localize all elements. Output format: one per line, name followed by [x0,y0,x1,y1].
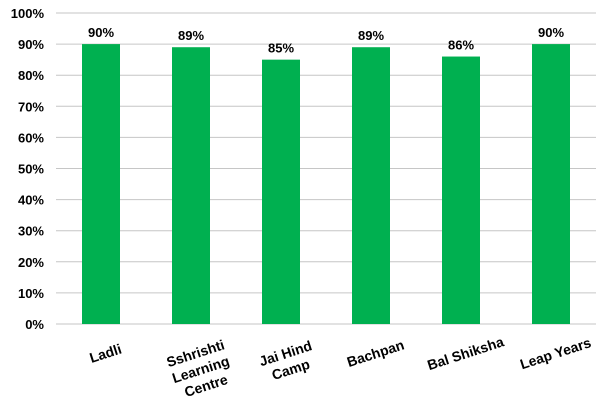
data-label: 89% [358,28,384,43]
y-tick-label: 30% [18,224,44,239]
bar [262,59,300,325]
data-labels: 90% 89% 85% 89% 86% 90% [88,25,564,56]
gridlines [56,12,596,325]
bar [532,44,570,324]
data-label: 86% [448,38,474,53]
data-label: 90% [538,25,564,40]
category-label: Bachpan [345,337,406,370]
category-label: Leap Years [518,334,593,372]
y-tick-label: 80% [18,68,44,83]
y-tick-label: 20% [18,255,44,270]
data-label: 85% [268,41,294,56]
y-tick-label: 90% [18,37,44,52]
category-label-line: Ladli [87,341,123,366]
y-tick-label: 10% [18,286,44,301]
bar [442,56,480,324]
data-label: 90% [88,25,114,40]
bar [82,44,120,324]
y-tick-label: 40% [18,193,44,208]
y-tick-label: 0% [25,317,44,332]
bars [82,44,570,325]
data-label: 89% [178,28,204,43]
y-axis-ticks: 0% 10% 20% 30% 40% 50% 60% 70% 80% 90% 100% [11,6,45,332]
y-tick-label: 60% [18,130,44,145]
category-label: Ladli [87,341,123,366]
bar [172,47,210,325]
category-label-line: Bal Shiksha [425,333,506,373]
category-label: Bal Shiksha [425,333,506,373]
category-label-line: Leap Years [518,334,593,372]
y-tick-label: 50% [18,162,44,177]
y-tick-label: 100% [11,6,45,21]
y-tick-label: 70% [18,99,44,114]
bar [352,47,390,325]
category-label-line: Bachpan [345,337,406,370]
